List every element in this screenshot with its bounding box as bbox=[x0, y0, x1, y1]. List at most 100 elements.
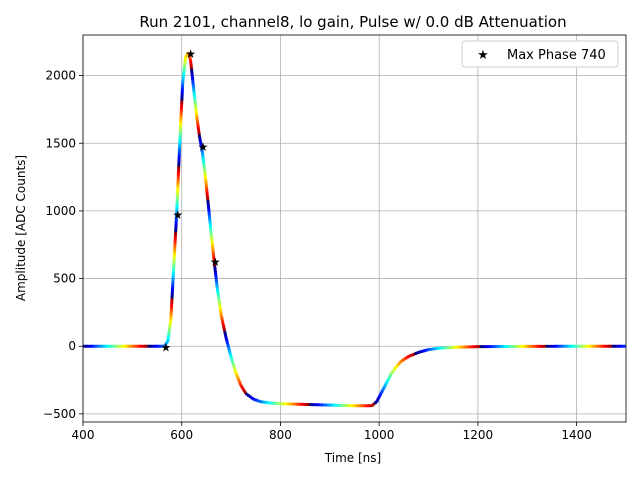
pulse-point bbox=[596, 344, 600, 348]
x-axis-label: Time [ns] bbox=[324, 451, 381, 465]
pulse-point bbox=[481, 345, 486, 349]
data-layer: ★ ★ ★ ★ ★ bbox=[83, 47, 626, 408]
pulse-point bbox=[488, 344, 492, 349]
pulse-point bbox=[118, 344, 122, 348]
pulse-point bbox=[147, 344, 151, 348]
pulse-point bbox=[352, 404, 357, 408]
x-tick-label: 1400 bbox=[561, 428, 592, 442]
pulse-point bbox=[525, 344, 530, 348]
pulse-point bbox=[112, 344, 116, 348]
pulse-point bbox=[512, 344, 516, 349]
pulse-point bbox=[151, 344, 155, 348]
pulse-point bbox=[129, 344, 133, 348]
pulse-point bbox=[508, 344, 512, 349]
pulse-point bbox=[143, 344, 147, 348]
pulse-point bbox=[598, 344, 602, 348]
pulse-point bbox=[530, 344, 534, 348]
pulse-point bbox=[609, 344, 613, 348]
pulse-point bbox=[583, 344, 587, 348]
pulse-point bbox=[589, 344, 593, 348]
pulse-point bbox=[545, 344, 549, 348]
pulse-point bbox=[490, 344, 494, 349]
pulse-point bbox=[138, 344, 142, 348]
pulse-point bbox=[510, 344, 514, 349]
pulse-point bbox=[355, 404, 359, 408]
pulse-point bbox=[572, 344, 576, 348]
pulse-point bbox=[107, 344, 111, 348]
pulse-point bbox=[605, 344, 609, 348]
pulse-point bbox=[519, 344, 523, 348]
pulse-point bbox=[361, 404, 365, 408]
pulse-point bbox=[607, 344, 611, 348]
y-tick-label: 0 bbox=[68, 339, 76, 353]
pulse-point bbox=[536, 344, 541, 348]
pulse-point bbox=[569, 344, 574, 348]
pulse-point bbox=[554, 344, 558, 348]
pulse-point bbox=[563, 344, 567, 348]
pulse-point bbox=[486, 344, 490, 349]
pulse-point bbox=[567, 344, 571, 348]
pulse-point bbox=[499, 344, 503, 349]
pulse-point bbox=[83, 344, 87, 348]
pulse-point bbox=[591, 344, 596, 348]
pulse-point bbox=[574, 344, 578, 348]
pulse-point bbox=[492, 344, 497, 349]
pulse-point bbox=[616, 344, 620, 348]
pulse-point bbox=[85, 344, 89, 348]
pulse-point bbox=[587, 344, 591, 348]
pulse-point bbox=[103, 344, 107, 348]
x-tick-label: 1000 bbox=[364, 428, 395, 442]
pulse-point bbox=[521, 344, 525, 348]
pulse-point bbox=[514, 344, 519, 349]
pulse-point bbox=[534, 344, 538, 348]
pulse-point bbox=[96, 344, 100, 348]
pulse-point bbox=[602, 344, 607, 348]
pulse-point bbox=[134, 344, 138, 348]
y-tick-label: 500 bbox=[53, 272, 76, 286]
pulse-point bbox=[517, 344, 521, 349]
pulse-point bbox=[99, 344, 103, 348]
pulse-point bbox=[127, 344, 131, 348]
pulse-point bbox=[556, 344, 560, 348]
pulse-point bbox=[116, 344, 120, 348]
pulse-point bbox=[532, 344, 536, 348]
pulse-point bbox=[94, 344, 98, 348]
pulse-point bbox=[506, 344, 510, 349]
y-tick-label: −500 bbox=[43, 407, 76, 421]
pulse-point bbox=[136, 344, 140, 348]
pulse-point bbox=[154, 344, 158, 348]
pulse-point bbox=[561, 344, 565, 348]
pulse-point bbox=[149, 344, 153, 348]
legend-box bbox=[461, 40, 619, 68]
pulse-points bbox=[83, 51, 626, 408]
pulse-point bbox=[479, 345, 483, 349]
pulse-point bbox=[366, 404, 370, 408]
max-phase-star: ★ bbox=[161, 340, 172, 354]
pulse-point bbox=[92, 344, 96, 348]
pulse-point bbox=[580, 344, 585, 348]
max-phase-star: ★ bbox=[210, 255, 221, 269]
pulse-point bbox=[600, 344, 604, 348]
pulse-point bbox=[101, 344, 105, 348]
plot-frame bbox=[82, 34, 627, 423]
pulse-point bbox=[558, 344, 563, 348]
x-tick-label: 1200 bbox=[463, 428, 494, 442]
y-tick-label: 1000 bbox=[45, 204, 76, 218]
axes: 400 600 800 1000 1200 1400 −500 0 500 1000 1500 200… bbox=[43, 34, 627, 442]
pulse-point bbox=[132, 344, 136, 348]
pulse-point bbox=[622, 344, 626, 348]
grid bbox=[82, 35, 626, 422]
pulse-point bbox=[477, 345, 481, 349]
pulse-point bbox=[576, 344, 580, 348]
pulse-point bbox=[620, 344, 624, 348]
pulse-point bbox=[618, 344, 622, 348]
max-phase-star: ★ bbox=[198, 140, 209, 154]
legend-label: Max Phase 740 bbox=[507, 48, 606, 63]
pulse-point bbox=[140, 344, 144, 348]
pulse-point bbox=[156, 344, 160, 348]
pulse-point bbox=[123, 344, 127, 348]
y-axis-label: Amplitude [ADC Counts] bbox=[14, 155, 28, 301]
pulse-point bbox=[359, 404, 363, 408]
legend: ★ Max Phase 740 bbox=[461, 40, 619, 68]
